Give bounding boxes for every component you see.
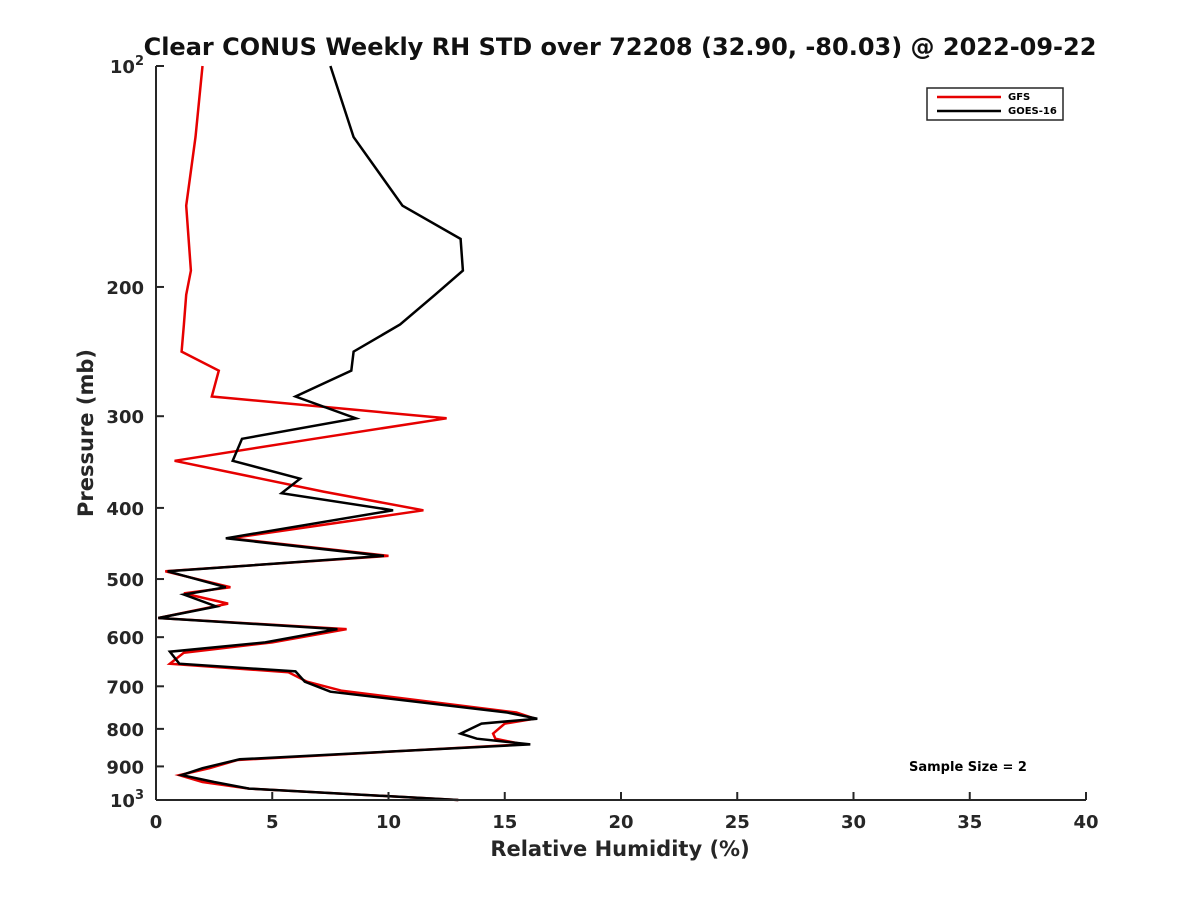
x-tick-label: 25 bbox=[725, 812, 750, 833]
legend-label-gfs: GFS bbox=[1008, 92, 1030, 103]
y-tick-label: 800 bbox=[106, 720, 144, 741]
x-tick-label: 5 bbox=[266, 812, 279, 833]
axes-layer: 0 5 10 15 20 25 30 35 40 102 200 300 400 500 600 700 800… bbox=[106, 54, 1098, 833]
y-tick-label: 700 bbox=[106, 677, 144, 698]
y-axis-label: Pressure (mb) bbox=[74, 349, 98, 517]
y-tick-label: 500 bbox=[106, 570, 144, 591]
series-layer bbox=[158, 65, 538, 802]
x-tick-label: 35 bbox=[957, 812, 982, 833]
legend: GFS GOES-16 bbox=[926, 87, 1064, 121]
x-tick-label: 30 bbox=[841, 812, 866, 833]
y-tick-label: 900 bbox=[106, 757, 144, 778]
legend-box bbox=[926, 87, 1064, 121]
legend-label-goes-16: GOES-16 bbox=[1008, 106, 1057, 117]
y-tick-label: 300 bbox=[106, 407, 144, 428]
x-tick-label: 0 bbox=[150, 812, 163, 833]
x-tick-label: 10 bbox=[376, 812, 401, 833]
y-tick-label: 200 bbox=[106, 278, 144, 299]
y-tick-label: 400 bbox=[106, 499, 144, 520]
x-tick-label: 15 bbox=[492, 812, 517, 833]
series-line-gfs bbox=[158, 65, 536, 802]
x-axis-label: Relative Humidity (%) bbox=[490, 837, 749, 861]
sample-size-annotation: Sample Size = 2 bbox=[909, 760, 1027, 775]
x-tick-label: 40 bbox=[1073, 812, 1098, 833]
x-tick-label: 20 bbox=[608, 812, 633, 833]
series-line-goes-16 bbox=[158, 65, 538, 802]
chart-title: Clear CONUS Weekly RH STD over 72208 (32… bbox=[144, 33, 1097, 61]
y-tick-label: 103 bbox=[110, 788, 144, 812]
y-tick-label: 600 bbox=[106, 628, 144, 649]
y-tick-label: 102 bbox=[110, 54, 144, 78]
